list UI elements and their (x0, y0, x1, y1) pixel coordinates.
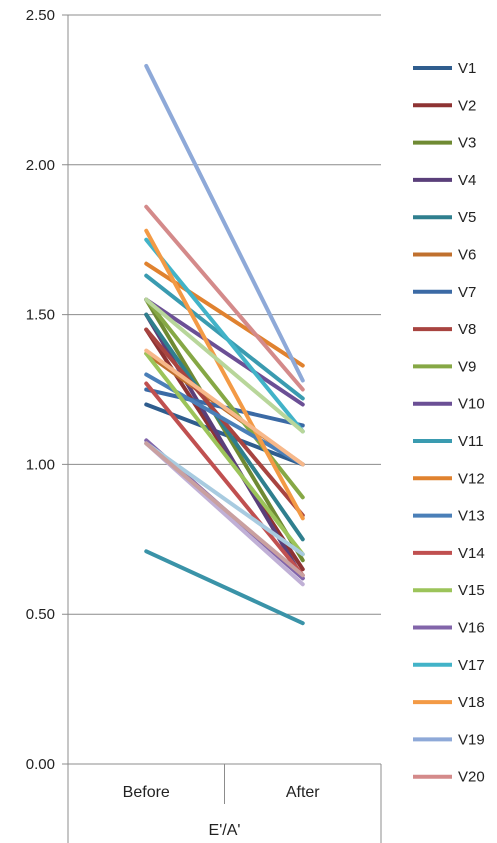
legend-label: V14 (458, 545, 485, 562)
legend-label: V18 (458, 694, 485, 711)
legend-label: V17 (458, 657, 485, 674)
legend-label: V8 (458, 321, 476, 338)
series-line (144, 204, 305, 392)
series-line (144, 381, 305, 578)
series-line (144, 348, 305, 467)
x-axis-categories: Before After (123, 784, 321, 801)
x-axis-title: E'/A' (209, 822, 241, 839)
legend-label: V13 (458, 508, 485, 525)
y-tick-label: 1.00 (26, 456, 55, 473)
series-line (144, 297, 305, 434)
legend-label: V6 (458, 247, 476, 264)
legend-label: V20 (458, 769, 485, 786)
legend-label: V7 (458, 284, 476, 301)
series-line (144, 549, 305, 626)
series-line (144, 297, 305, 500)
legend-label: V4 (458, 172, 476, 189)
series-line (144, 441, 305, 557)
series-line (144, 63, 305, 383)
y-tick-label: 0.50 (26, 606, 55, 623)
legend-label: V15 (458, 582, 485, 599)
series-line (144, 228, 305, 521)
legend-label: V19 (458, 731, 485, 748)
series-line (144, 297, 305, 407)
legend-label: V10 (458, 396, 485, 413)
y-tick-label: 1.50 (26, 307, 55, 324)
x-category-label: Before (123, 784, 170, 801)
y-axis-ticks: 0.00 0.50 1.00 1.50 2.00 2.50 (26, 7, 55, 773)
series-lines (144, 63, 305, 626)
y-tick-label: 2.00 (26, 157, 55, 174)
series-line (144, 312, 305, 542)
legend-label: V16 (458, 620, 485, 637)
legend: V1 V2 V3 V4 V5 V6 V7 V8 V9 V10 V11 V12 V13 V14 V15 V16 V… (413, 60, 485, 786)
y-tick-label: 0.00 (26, 756, 55, 773)
legend-label: V3 (458, 135, 476, 152)
series-line (144, 351, 305, 557)
legend-label: V11 (458, 433, 484, 450)
legend-label: V1 (458, 60, 476, 77)
legend-label: V2 (458, 97, 476, 114)
axes (67, 15, 382, 843)
legend-label: V9 (458, 358, 476, 375)
series-line (144, 327, 305, 518)
legend-label: V12 (458, 470, 485, 487)
x-category-label: After (286, 784, 320, 801)
y-tick-label: 2.50 (26, 7, 55, 24)
series-line (144, 237, 305, 434)
series-line (144, 441, 305, 578)
gridlines (62, 14, 381, 765)
legend-label: V5 (458, 209, 476, 226)
